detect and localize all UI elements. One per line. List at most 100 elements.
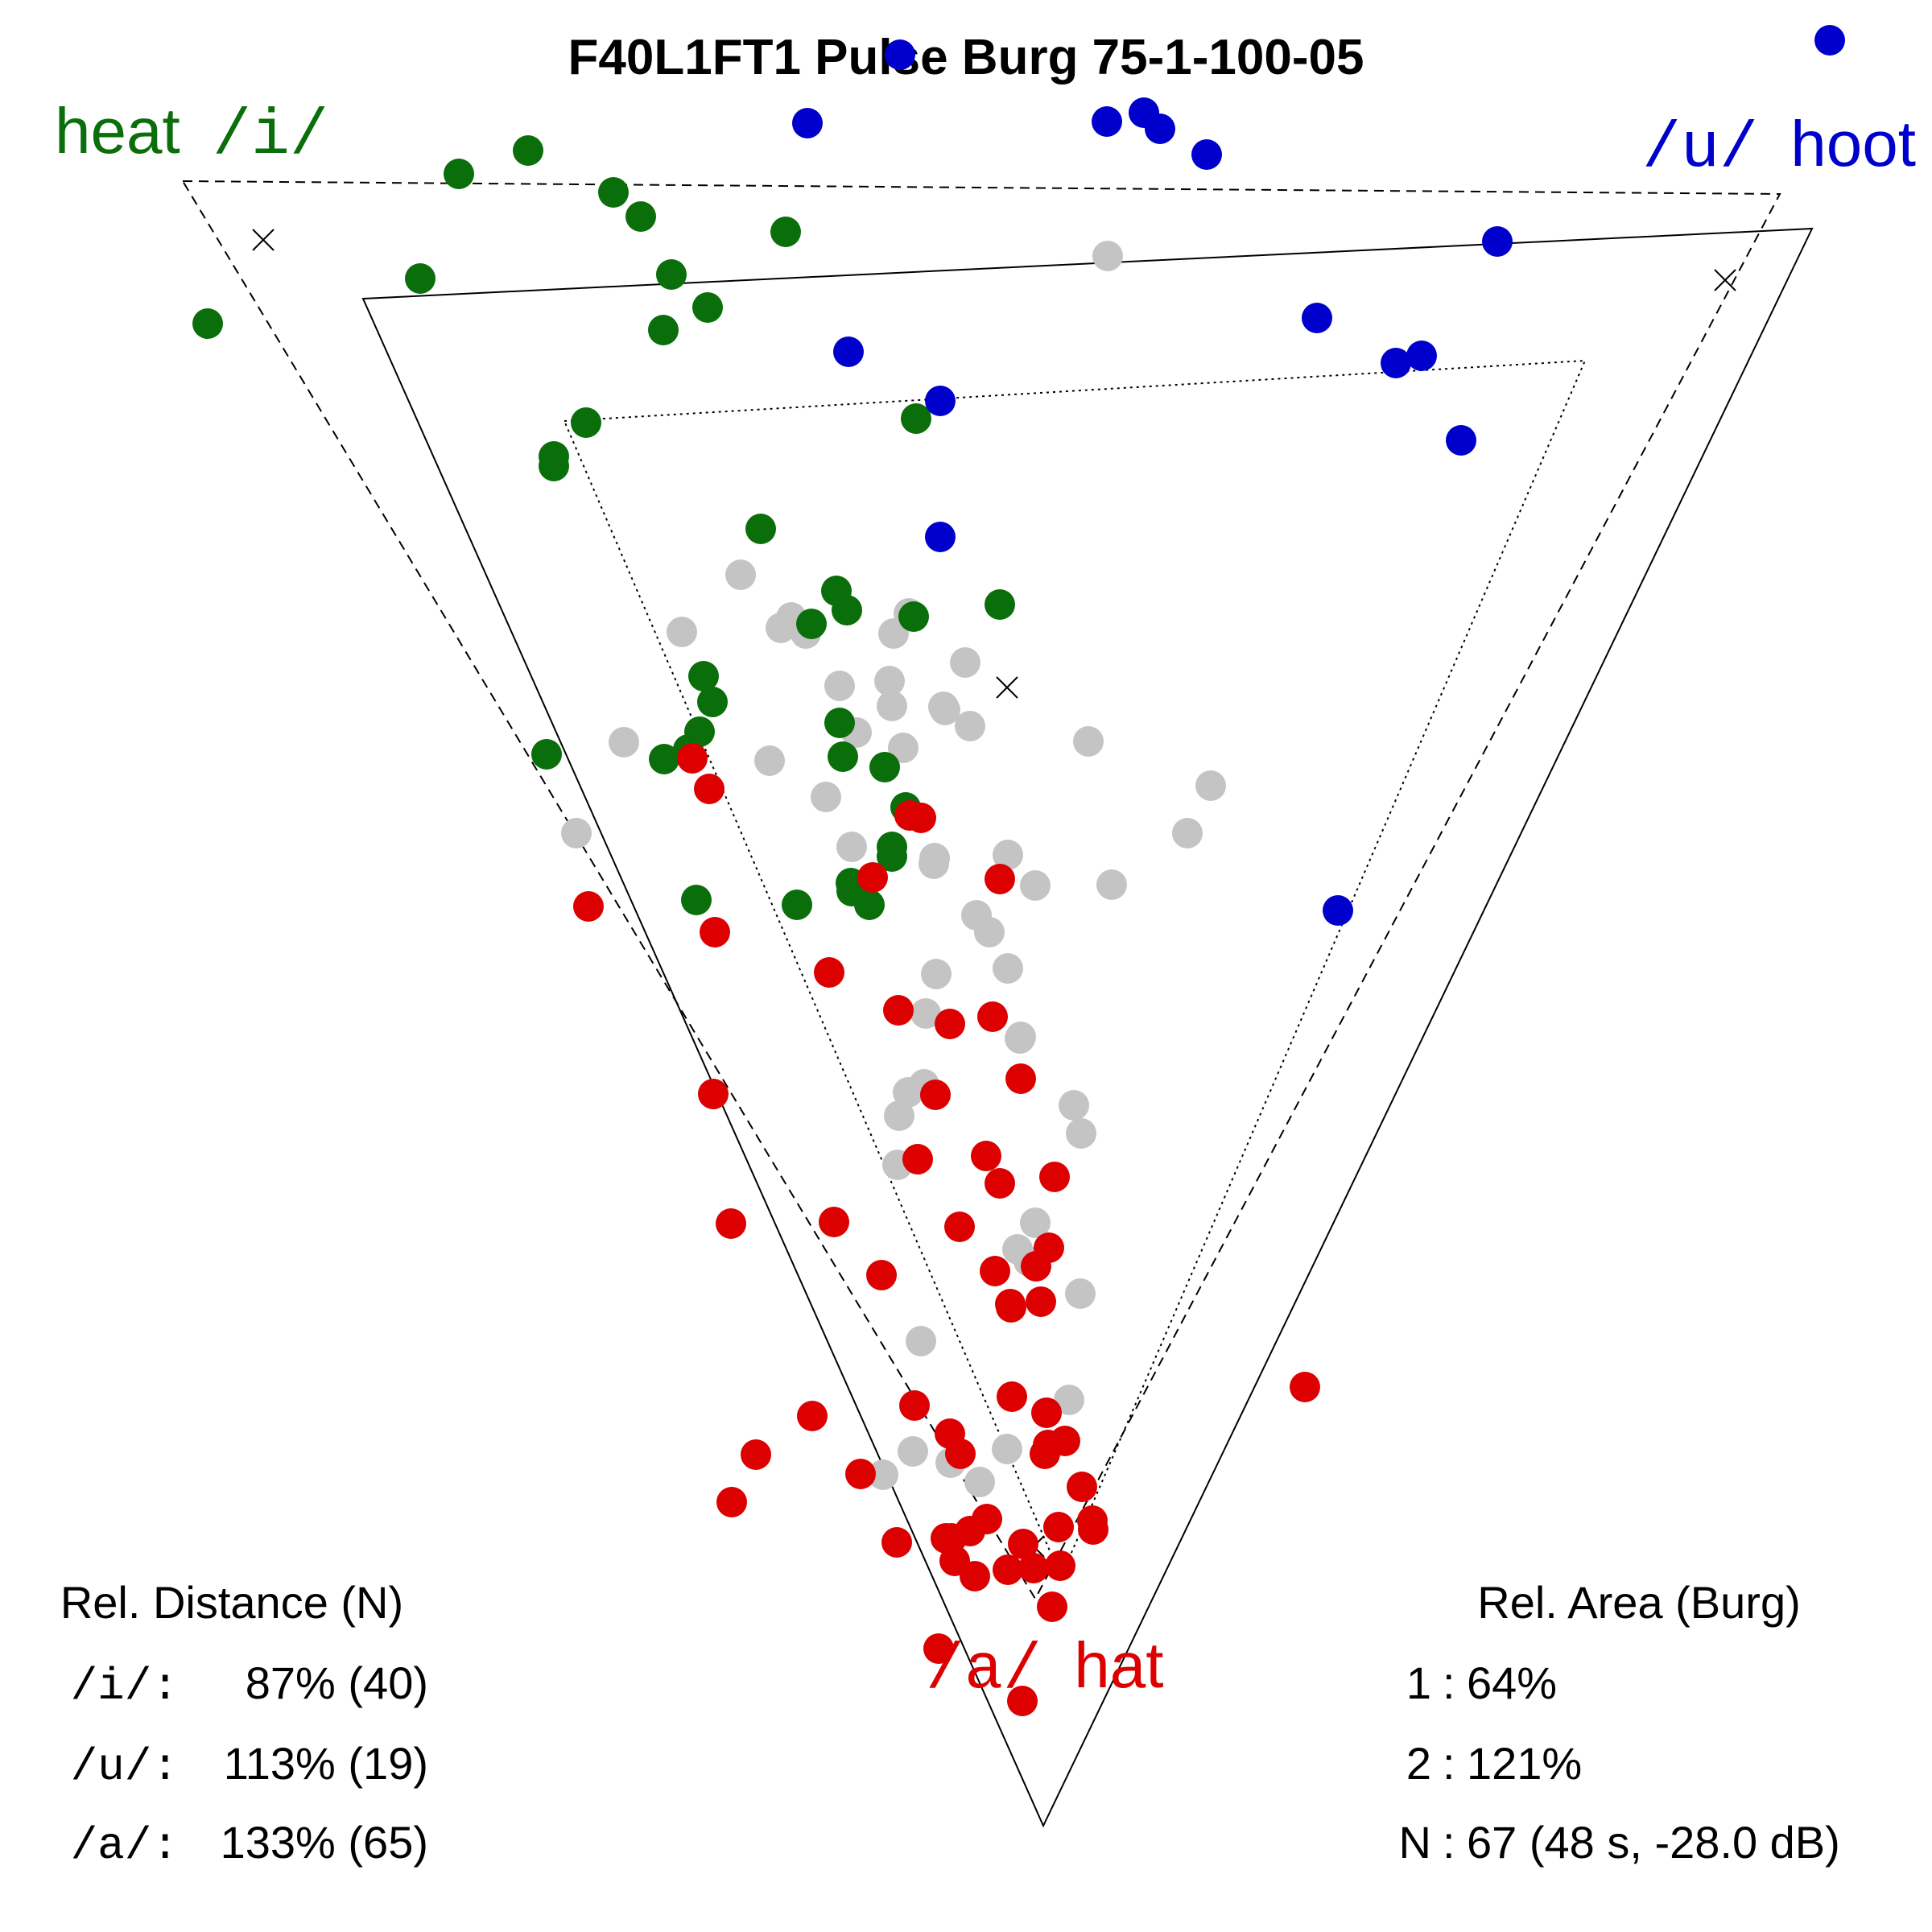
point-i-19 (898, 601, 929, 632)
point-other-15 (955, 711, 985, 741)
point-a-12 (977, 1001, 1008, 1032)
point-i-11 (571, 407, 601, 438)
rel-distance-heading: Rel. Distance (N) (60, 1577, 403, 1628)
point-u-7 (1191, 139, 1222, 170)
point-a-57 (1045, 1550, 1075, 1581)
chart-title: F40L1FT1 Pulse Burg 75-1-100-05 (568, 30, 1364, 85)
vowel-label-a-symbol: /a/ (926, 1634, 1042, 1707)
point-i-2 (405, 263, 436, 294)
point-other-3 (667, 617, 697, 647)
rel-distance-value-a: 133% (65) (221, 1817, 428, 1868)
point-a-36 (945, 1439, 976, 1469)
point-i-9 (648, 315, 679, 345)
point-a-32 (997, 1381, 1027, 1412)
point-i-4 (513, 135, 543, 166)
point-a-54 (960, 1561, 990, 1591)
point-other-19 (754, 745, 785, 776)
point-a-28 (996, 1292, 1026, 1323)
vowel-triangles (181, 180, 1814, 1828)
centroid-cross-2 (1714, 269, 1736, 291)
point-a-1 (677, 743, 708, 774)
point-a-17 (971, 1141, 1001, 1171)
point-a-59 (1037, 1591, 1067, 1622)
point-a-14 (698, 1079, 729, 1109)
point-u-10 (1381, 348, 1411, 378)
point-i-37 (854, 890, 885, 920)
point-u-1 (885, 39, 915, 70)
point-a-29 (1026, 1286, 1056, 1317)
vowel-label-u-symbol: /u/ (1642, 113, 1758, 186)
point-i-5 (598, 177, 629, 208)
point-a-21 (819, 1207, 849, 1237)
point-i-1 (192, 308, 223, 339)
point-i-18 (796, 609, 827, 639)
point-i-6 (625, 201, 656, 232)
rel-distance-label-a: /a/: (71, 1820, 179, 1872)
rel-area-panel: Rel. Area (Burg) 1 : 64% 2 : 121% N : 67… (1399, 1577, 1840, 1868)
point-u-12 (1446, 425, 1476, 456)
vowel-label-u: /u/ hoot (1642, 108, 1916, 186)
point-a-16 (902, 1144, 933, 1174)
point-u-2 (1814, 25, 1845, 56)
point-other-22 (1172, 818, 1203, 848)
rel-area-sep-1: : (1443, 1657, 1455, 1708)
point-i-28 (828, 741, 858, 772)
point-other-33 (921, 959, 952, 989)
point-i-29 (869, 752, 900, 782)
point-a-5 (857, 862, 888, 893)
point-other-11 (874, 666, 905, 696)
point-a-49 (1008, 1529, 1038, 1559)
rel-distance-panel: Rel. Distance (N) /i/: 87% (40) /u/: 113… (60, 1577, 428, 1872)
point-other-47 (1065, 1278, 1096, 1309)
rel-area-sep-n: : (1443, 1817, 1455, 1868)
point-other-32 (974, 917, 1005, 947)
point-i-32 (877, 841, 907, 872)
point-u-4 (1092, 106, 1122, 137)
point-a-56 (1018, 1553, 1049, 1583)
triangle-solid (361, 227, 1814, 1828)
rel-area-heading: Rel. Area (Burg) (1477, 1577, 1801, 1628)
point-i-3 (444, 159, 474, 189)
point-other-41 (884, 1100, 914, 1131)
point-u-11 (1406, 341, 1437, 371)
point-i-21 (688, 661, 719, 691)
point-a-33 (1031, 1397, 1062, 1428)
point-other-2 (725, 559, 756, 590)
point-i-13 (539, 451, 569, 481)
point-other-20 (1073, 726, 1104, 757)
point-other-10 (824, 671, 855, 701)
point-other-12 (877, 691, 907, 721)
point-other-9 (950, 647, 980, 678)
point-i-20 (985, 589, 1015, 620)
rel-area-label-2: 2 (1406, 1738, 1431, 1789)
point-a-60 (1007, 1686, 1038, 1716)
rel-distance-label-u: /u/: (71, 1741, 179, 1793)
rel-distance-value-u: 113% (19) (224, 1738, 428, 1789)
point-other-34 (993, 953, 1023, 984)
point-i-36 (782, 890, 812, 920)
point-a-48 (881, 1527, 912, 1558)
point-a-50 (1043, 1512, 1074, 1542)
rel-area-value-1: 64% (1467, 1657, 1557, 1708)
point-u-3 (792, 108, 823, 138)
point-other-17 (888, 733, 919, 763)
point-other-29 (1020, 870, 1051, 901)
rel-area-label-n: N (1399, 1817, 1431, 1868)
rel-distance-label-i: /i/: (71, 1661, 179, 1712)
point-i-22 (697, 687, 728, 717)
point-i-25 (531, 739, 562, 770)
point-i-7 (656, 259, 687, 290)
point-u-6 (1145, 114, 1175, 144)
point-a-9 (814, 957, 844, 988)
point-i-15 (745, 514, 776, 544)
point-i-14 (901, 403, 931, 434)
point-a-18 (985, 1168, 1015, 1199)
point-a-24 (980, 1256, 1010, 1286)
centroid-cross-1 (252, 229, 275, 251)
rel-area-label-1: 1 (1406, 1657, 1431, 1708)
triangle-dashed (181, 180, 1781, 1601)
point-other-40 (1066, 1118, 1096, 1149)
point-other-14 (930, 695, 960, 725)
point-i-17 (832, 595, 862, 625)
